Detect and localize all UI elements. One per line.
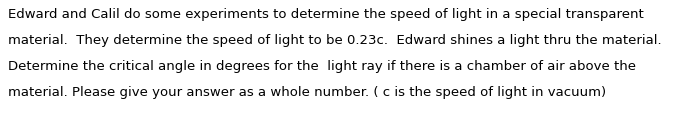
Text: material.  They determine the speed of light to be 0.23c.  Edward shines a light: material. They determine the speed of li… — [8, 34, 662, 47]
Text: Edward and Calil do some experiments to determine the speed of light in a specia: Edward and Calil do some experiments to … — [8, 8, 644, 21]
Text: Determine the critical angle in degrees for the  light ray if there is a chamber: Determine the critical angle in degrees … — [8, 60, 636, 73]
Text: material. Please give your answer as a whole number. ( c is the speed of light i: material. Please give your answer as a w… — [8, 86, 606, 99]
